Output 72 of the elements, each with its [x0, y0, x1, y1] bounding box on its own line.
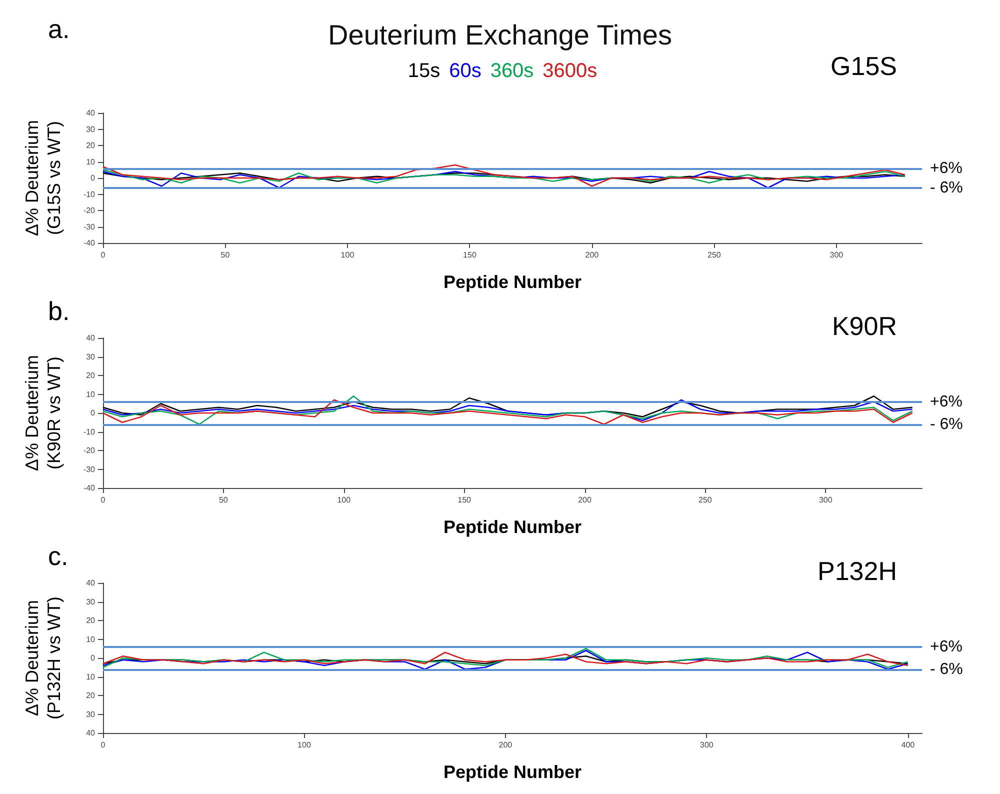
y-axis-title: Δ% Deuterium (G15S vs WT) [22, 120, 64, 236]
y-tick-label: -40 [83, 238, 96, 248]
x-tick-label: 200 [578, 496, 592, 504]
ref-line-label: +6% [930, 638, 962, 656]
x-tick-label: 200 [585, 250, 600, 260]
x-tick-label: 300 [700, 740, 714, 750]
x-tick-label: 100 [340, 250, 355, 260]
x-axis-title: Peptide Number [443, 762, 582, 782]
y-tick-label: 30 [86, 352, 96, 362]
x-tick-label: 250 [708, 250, 722, 260]
y-tick-label: 0 [90, 654, 96, 662]
line-series [102, 652, 909, 666]
annotation: K90R [832, 311, 898, 341]
x-tick-label: 200 [498, 740, 513, 750]
text: 60s [449, 60, 482, 82]
y-tick-label: 10 [86, 390, 96, 399]
y-tick-label: 30 [86, 124, 96, 134]
x-tick-label: 300 [830, 250, 844, 260]
x-tick-label: 0 [100, 250, 106, 260]
y-tick-label: 30 [86, 710, 96, 719]
x-tick-label: 150 [458, 496, 472, 504]
y-axis-title: Δ% Deuterium (K90R vs WT) [22, 354, 64, 472]
x-tick-label: 50 [220, 250, 230, 260]
y-tick-label: 0 [90, 408, 96, 418]
y-tick-label: 0 [90, 174, 96, 182]
text: c. [48, 541, 68, 571]
y-tick-label: 20 [86, 141, 96, 150]
y-axis-title: Δ% Deuterium (P132H vs WT) [22, 596, 64, 720]
x-axis-title: Peptide Number [443, 272, 582, 292]
text: 3600s [542, 60, 598, 82]
ref-line-label: - 6% [930, 179, 963, 196]
y-tick-label: 10 [86, 634, 96, 644]
y-tick-label: -10 [83, 190, 96, 199]
y-tick-label: 40 [86, 728, 96, 738]
text: 360s [490, 60, 534, 82]
y-tick-label: -20 [83, 446, 96, 455]
y-tick-label: -40 [83, 484, 96, 492]
y-tick-label: 10 [86, 157, 96, 166]
ref-line-label: - 6% [930, 416, 963, 433]
x-tick-label: 250 [698, 496, 712, 504]
y-tick-label: 20 [86, 691, 96, 700]
y-tick-label: -30 [83, 464, 96, 474]
text: G15S [830, 51, 898, 81]
y-tick-label: 40 [86, 108, 96, 118]
x-tick-label: 50 [218, 496, 228, 504]
ref-line-label: - 6% [930, 660, 963, 678]
line-series [102, 169, 906, 184]
x-tick-label: 100 [298, 740, 312, 750]
x-tick-label: 300 [818, 496, 833, 504]
text: 15s [408, 60, 440, 82]
x-tick-label: 150 [463, 250, 477, 260]
text: a. [48, 14, 70, 44]
x-axis-title: Peptide Number [443, 517, 582, 537]
line-series [102, 164, 906, 187]
y-tick-label: 20 [86, 616, 96, 625]
y-tick-label: 20 [86, 371, 96, 380]
y-tick-label: 10 [86, 672, 96, 682]
x-tick-label: 100 [337, 496, 352, 504]
y-tick-label: 30 [86, 597, 96, 606]
text: b. [48, 296, 70, 326]
annotation: P132H [818, 556, 897, 586]
x-tick-label: 400 [901, 740, 916, 750]
x-tick-label: 0 [100, 496, 106, 504]
y-tick-label: -20 [83, 206, 96, 215]
ref-line-label: +6% [930, 160, 962, 177]
y-tick-label: 40 [86, 578, 96, 588]
y-tick-label: 40 [86, 334, 96, 342]
x-tick-label: 0 [100, 740, 106, 750]
ref-line-label: +6% [930, 393, 962, 410]
y-tick-label: -10 [83, 427, 96, 436]
chart-title: Deuterium Exchange Times [328, 20, 672, 50]
y-tick-label: -30 [83, 222, 96, 232]
